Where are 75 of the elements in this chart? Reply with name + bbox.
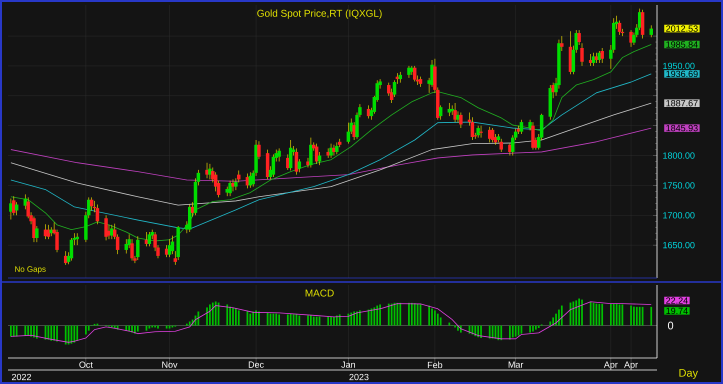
candlestick — [577, 30, 581, 46]
candlestick — [476, 125, 480, 138]
line-series — [10, 102, 652, 206]
candlestick — [124, 238, 128, 254]
candlestick — [412, 66, 416, 82]
candlestick — [335, 142, 339, 155]
x-tick-label: Apr — [624, 362, 638, 370]
candlestick — [277, 148, 281, 162]
x-tick-label: Nov — [162, 362, 178, 368]
ref-line-label: 0 — [668, 322, 674, 330]
text: 2023 — [349, 374, 369, 380]
candlestick — [46, 224, 50, 240]
y-tick-label: 1650.00 — [663, 242, 695, 248]
candlestick — [479, 125, 483, 138]
candlestick — [208, 164, 212, 180]
candlestick — [90, 197, 94, 211]
data-label: 1936.69 — [666, 70, 698, 78]
candlestick — [396, 72, 400, 84]
candlestick — [531, 122, 535, 150]
candlestick — [32, 216, 36, 243]
candlestick — [438, 105, 442, 120]
candlestick — [520, 119, 524, 134]
x-tick-label: Apr — [604, 362, 618, 370]
candlestick — [104, 214, 108, 241]
candlestick — [294, 148, 298, 175]
data-label: 1887.67 — [666, 100, 698, 106]
x-tick-label: Dec — [248, 362, 264, 368]
candlestick — [136, 236, 140, 260]
candlestick — [314, 143, 318, 164]
candlestick — [640, 9, 644, 39]
candlestick — [288, 140, 292, 171]
candlestick — [490, 128, 494, 143]
candlestick — [318, 152, 322, 166]
candlestick — [148, 232, 152, 247]
text: 2022 — [12, 374, 32, 380]
data-label: 1985.84 — [666, 41, 698, 48]
candlestick — [266, 149, 270, 180]
candlestick — [346, 122, 350, 144]
y-tick-label: 1950.00 — [663, 62, 695, 70]
candlestick — [650, 24, 653, 38]
y-tick-label: 1800.00 — [663, 152, 695, 159]
candlestick — [309, 137, 313, 168]
candlestick — [257, 140, 261, 160]
text: Day — [679, 369, 698, 379]
line-series — [10, 73, 652, 230]
candlestick — [35, 226, 39, 243]
candlestick — [500, 138, 503, 152]
chart-title: MACD — [306, 290, 334, 297]
x-tick-label: Mar — [508, 362, 524, 368]
candlestick — [398, 72, 402, 84]
candlestick — [418, 76, 422, 88]
candlestick — [14, 202, 18, 216]
y-tick-label: 1700.00 — [663, 212, 695, 218]
candlestick — [130, 238, 134, 262]
candlestick — [96, 204, 100, 225]
y-tick-label: 1750.00 — [663, 182, 695, 189]
x-tick-label: Oct — [79, 362, 93, 368]
candlestick — [600, 48, 604, 64]
chart-title: Gold Spot Price,RT (IQXGL) — [257, 10, 382, 19]
x-tick-label: Feb — [428, 362, 442, 368]
candlestick — [228, 180, 232, 197]
candlestick — [407, 66, 411, 78]
candlestick — [12, 196, 16, 216]
candlestick — [560, 36, 564, 52]
annotation: 2012.53 — [666, 25, 698, 32]
candlestick — [188, 204, 192, 232]
candlestick — [272, 154, 276, 178]
annotation: 19.74 — [666, 308, 688, 314]
annotation: 22.24 — [666, 297, 688, 304]
candlestick — [470, 116, 474, 140]
data-label: 1845.93 — [666, 124, 698, 132]
candlestick — [298, 158, 302, 173]
candlestick — [170, 235, 174, 254]
x-tick-label: Jan — [341, 362, 356, 368]
candlestick — [459, 112, 463, 128]
